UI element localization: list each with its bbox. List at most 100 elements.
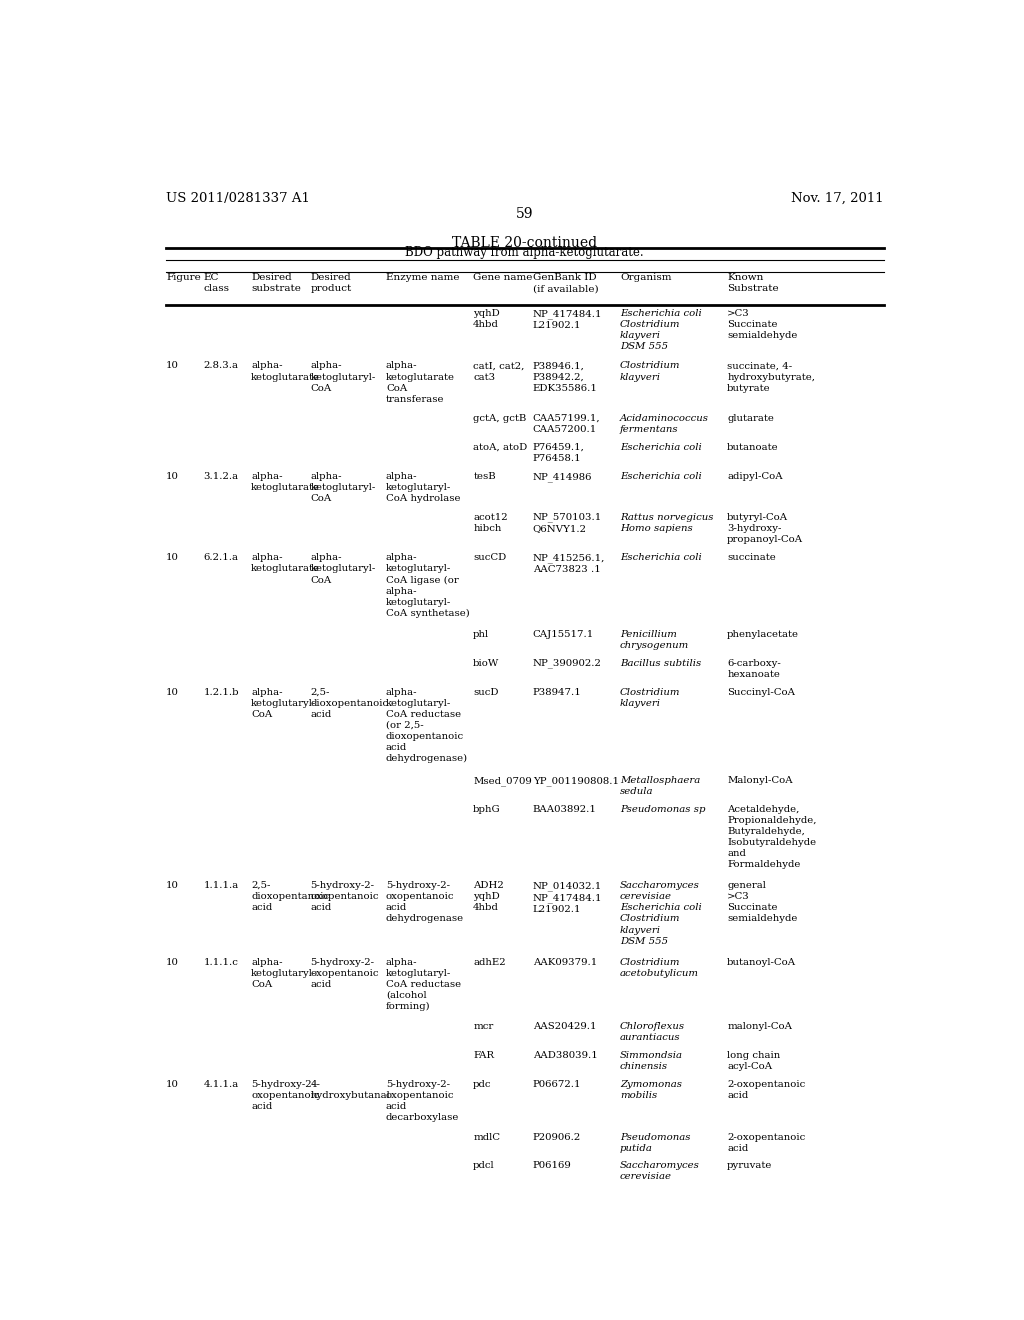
Text: 2.8.3.a: 2.8.3.a bbox=[204, 362, 239, 371]
Text: tesB: tesB bbox=[473, 471, 496, 480]
Text: 3.1.2.a: 3.1.2.a bbox=[204, 471, 239, 480]
Text: Escherichia coli
Clostridium
klayveri
DSM 555: Escherichia coli Clostridium klayveri DS… bbox=[620, 309, 701, 351]
Text: succinate: succinate bbox=[727, 553, 776, 562]
Text: US 2011/0281337 A1: US 2011/0281337 A1 bbox=[166, 191, 310, 205]
Text: Malonyl-CoA: Malonyl-CoA bbox=[727, 776, 793, 785]
Text: yqhD
4hbd: yqhD 4hbd bbox=[473, 309, 500, 329]
Text: GenBank ID
(if available): GenBank ID (if available) bbox=[532, 273, 598, 293]
Text: general
>C3
Succinate
semialdehyde: general >C3 Succinate semialdehyde bbox=[727, 882, 798, 924]
Text: 1.2.1.b: 1.2.1.b bbox=[204, 688, 239, 697]
Text: Pseudomonas sp: Pseudomonas sp bbox=[620, 805, 706, 813]
Text: 10: 10 bbox=[166, 688, 179, 697]
Text: long chain
acyl-CoA: long chain acyl-CoA bbox=[727, 1051, 780, 1071]
Text: CAA57199.1,
CAA57200.1: CAA57199.1, CAA57200.1 bbox=[532, 414, 600, 434]
Text: Known
Substrate: Known Substrate bbox=[727, 273, 779, 293]
Text: butanoate: butanoate bbox=[727, 444, 779, 451]
Text: 10: 10 bbox=[166, 553, 179, 562]
Text: butyryl-CoA
3-hydroxy-
propanoyl-CoA: butyryl-CoA 3-hydroxy- propanoyl-CoA bbox=[727, 512, 803, 544]
Text: 5-hydroxy-2-
oxopentanoic
acid: 5-hydroxy-2- oxopentanoic acid bbox=[310, 882, 379, 912]
Text: adhE2: adhE2 bbox=[473, 957, 506, 966]
Text: 4-
hydroxybutanal: 4- hydroxybutanal bbox=[310, 1080, 390, 1100]
Text: CAJ15517.1: CAJ15517.1 bbox=[532, 630, 594, 639]
Text: Acidaminococcus
fermentans: Acidaminococcus fermentans bbox=[620, 414, 709, 434]
Text: bioW: bioW bbox=[473, 659, 500, 668]
Text: Saccharomyces
cerevisiae
Escherichia coli
Clostridium
klayveri
DSM 555: Saccharomyces cerevisiae Escherichia col… bbox=[620, 882, 701, 945]
Text: 10: 10 bbox=[166, 362, 179, 371]
Text: BDO pathway from alpha-ketoglutarate.: BDO pathway from alpha-ketoglutarate. bbox=[406, 247, 644, 260]
Text: phenylacetate: phenylacetate bbox=[727, 630, 799, 639]
Text: NP_414986: NP_414986 bbox=[532, 471, 592, 482]
Text: succinate, 4-
hydroxybutyrate,
butyrate: succinate, 4- hydroxybutyrate, butyrate bbox=[727, 362, 815, 392]
Text: acot12
hibch: acot12 hibch bbox=[473, 512, 508, 533]
Text: P38946.1,
P38942.2,
EDK35586.1: P38946.1, P38942.2, EDK35586.1 bbox=[532, 362, 598, 392]
Text: 2,5-
dioxopentanoic
acid: 2,5- dioxopentanoic acid bbox=[251, 882, 329, 912]
Text: Penicillium
chrysogenum: Penicillium chrysogenum bbox=[620, 630, 689, 649]
Text: 1.1.1.c: 1.1.1.c bbox=[204, 957, 239, 966]
Text: alpha-
ketoglutaryl-
CoA: alpha- ketoglutaryl- CoA bbox=[310, 362, 376, 392]
Text: YP_001190808.1: YP_001190808.1 bbox=[532, 776, 618, 785]
Text: atoA, atoD: atoA, atoD bbox=[473, 444, 527, 451]
Text: alpha-
ketoglutaryl-
CoA hydrolase: alpha- ketoglutaryl- CoA hydrolase bbox=[386, 471, 461, 503]
Text: alpha-
ketoglutaryl-
CoA reductase
(or 2,5-
dioxopentanoic
acid
dehydrogenase): alpha- ketoglutaryl- CoA reductase (or 2… bbox=[386, 688, 468, 763]
Text: P06672.1: P06672.1 bbox=[532, 1080, 582, 1089]
Text: pdc: pdc bbox=[473, 1080, 492, 1089]
Text: Zymomonas
mobilis: Zymomonas mobilis bbox=[620, 1080, 682, 1100]
Text: 2-oxopentanoic
acid: 2-oxopentanoic acid bbox=[727, 1133, 806, 1152]
Text: Succinyl-CoA: Succinyl-CoA bbox=[727, 688, 796, 697]
Text: Escherichia coli: Escherichia coli bbox=[620, 471, 701, 480]
Text: NP_417484.1
L21902.1: NP_417484.1 L21902.1 bbox=[532, 309, 602, 330]
Text: Clostridium
klayveri: Clostridium klayveri bbox=[620, 362, 681, 381]
Text: 2-oxopentanoic
acid: 2-oxopentanoic acid bbox=[727, 1080, 806, 1100]
Text: 4.1.1.a: 4.1.1.a bbox=[204, 1080, 239, 1089]
Text: 2,5-
dioxopentanoic
acid: 2,5- dioxopentanoic acid bbox=[310, 688, 389, 718]
Text: Clostridium
acetobutylicum: Clostridium acetobutylicum bbox=[620, 957, 699, 978]
Text: 5-hydroxy-2-
oxopentanoic
acid: 5-hydroxy-2- oxopentanoic acid bbox=[251, 1080, 319, 1111]
Text: Pseudomonas
putida: Pseudomonas putida bbox=[620, 1133, 690, 1152]
Text: Simmondsia
chinensis: Simmondsia chinensis bbox=[620, 1051, 683, 1071]
Text: alpha-
ketoglutaryl-
CoA reductase
(alcohol
forming): alpha- ketoglutaryl- CoA reductase (alco… bbox=[386, 957, 461, 1011]
Text: 10: 10 bbox=[166, 882, 179, 890]
Text: catI, cat2,
cat3: catI, cat2, cat3 bbox=[473, 362, 524, 381]
Text: Desired
product: Desired product bbox=[310, 273, 352, 293]
Text: 10: 10 bbox=[166, 957, 179, 966]
Text: alpha-
ketoglutaryl-
CoA: alpha- ketoglutaryl- CoA bbox=[251, 688, 316, 718]
Text: EC
class: EC class bbox=[204, 273, 229, 293]
Text: alpha-
ketoglutaryl-
CoA ligase (or
alpha-
ketoglutaryl-
CoA synthetase): alpha- ketoglutaryl- CoA ligase (or alph… bbox=[386, 553, 470, 618]
Text: alpha-
ketoglutaryl-
CoA: alpha- ketoglutaryl- CoA bbox=[251, 957, 316, 989]
Text: Saccharomyces
cerevisiae: Saccharomyces cerevisiae bbox=[620, 1162, 700, 1181]
Text: Figure: Figure bbox=[166, 273, 201, 282]
Text: Clostridium
klayveri: Clostridium klayveri bbox=[620, 688, 681, 708]
Text: P06169: P06169 bbox=[532, 1162, 571, 1171]
Text: 1.1.1.a: 1.1.1.a bbox=[204, 882, 239, 890]
Text: >C3
Succinate
semialdehyde: >C3 Succinate semialdehyde bbox=[727, 309, 798, 341]
Text: glutarate: glutarate bbox=[727, 414, 774, 424]
Text: Organism: Organism bbox=[620, 273, 672, 282]
Text: adipyl-CoA: adipyl-CoA bbox=[727, 471, 782, 480]
Text: mcr: mcr bbox=[473, 1022, 494, 1031]
Text: NP_014032.1
NP_417484.1
L21902.1: NP_014032.1 NP_417484.1 L21902.1 bbox=[532, 882, 602, 913]
Text: AAK09379.1: AAK09379.1 bbox=[532, 957, 597, 966]
Text: alpha-
ketoglutarate: alpha- ketoglutarate bbox=[251, 553, 321, 573]
Text: Metallosphaera
sedula: Metallosphaera sedula bbox=[620, 776, 700, 796]
Text: gctA, gctB: gctA, gctB bbox=[473, 414, 526, 424]
Text: phl: phl bbox=[473, 630, 489, 639]
Text: 5-hydroxy-2-
oxopentanoic
acid
dehydrogenase: 5-hydroxy-2- oxopentanoic acid dehydroge… bbox=[386, 882, 464, 924]
Text: Acetaldehyde,
Propionaldehyde,
Butyraldehyde,
Isobutyraldehyde
and
Formaldehyde: Acetaldehyde, Propionaldehyde, Butyralde… bbox=[727, 805, 817, 870]
Text: Msed_0709: Msed_0709 bbox=[473, 776, 531, 785]
Text: 6-carboxy-
hexanoate: 6-carboxy- hexanoate bbox=[727, 659, 781, 678]
Text: Enzyme name: Enzyme name bbox=[386, 273, 460, 282]
Text: Gene name: Gene name bbox=[473, 273, 532, 282]
Text: sucCD: sucCD bbox=[473, 553, 507, 562]
Text: alpha-
ketoglutarate: alpha- ketoglutarate bbox=[251, 471, 321, 492]
Text: 6.2.1.a: 6.2.1.a bbox=[204, 553, 239, 562]
Text: Desired
substrate: Desired substrate bbox=[251, 273, 301, 293]
Text: alpha-
ketoglutarate
CoA
transferase: alpha- ketoglutarate CoA transferase bbox=[386, 362, 455, 404]
Text: NP_570103.1
Q6NVY1.2: NP_570103.1 Q6NVY1.2 bbox=[532, 512, 602, 533]
Text: P38947.1: P38947.1 bbox=[532, 688, 582, 697]
Text: 10: 10 bbox=[166, 1080, 179, 1089]
Text: BAA03892.1: BAA03892.1 bbox=[532, 805, 597, 813]
Text: P76459.1,
P76458.1: P76459.1, P76458.1 bbox=[532, 444, 585, 463]
Text: malonyl-CoA: malonyl-CoA bbox=[727, 1022, 793, 1031]
Text: 59: 59 bbox=[516, 207, 534, 222]
Text: alpha-
ketoglutarate: alpha- ketoglutarate bbox=[251, 362, 321, 381]
